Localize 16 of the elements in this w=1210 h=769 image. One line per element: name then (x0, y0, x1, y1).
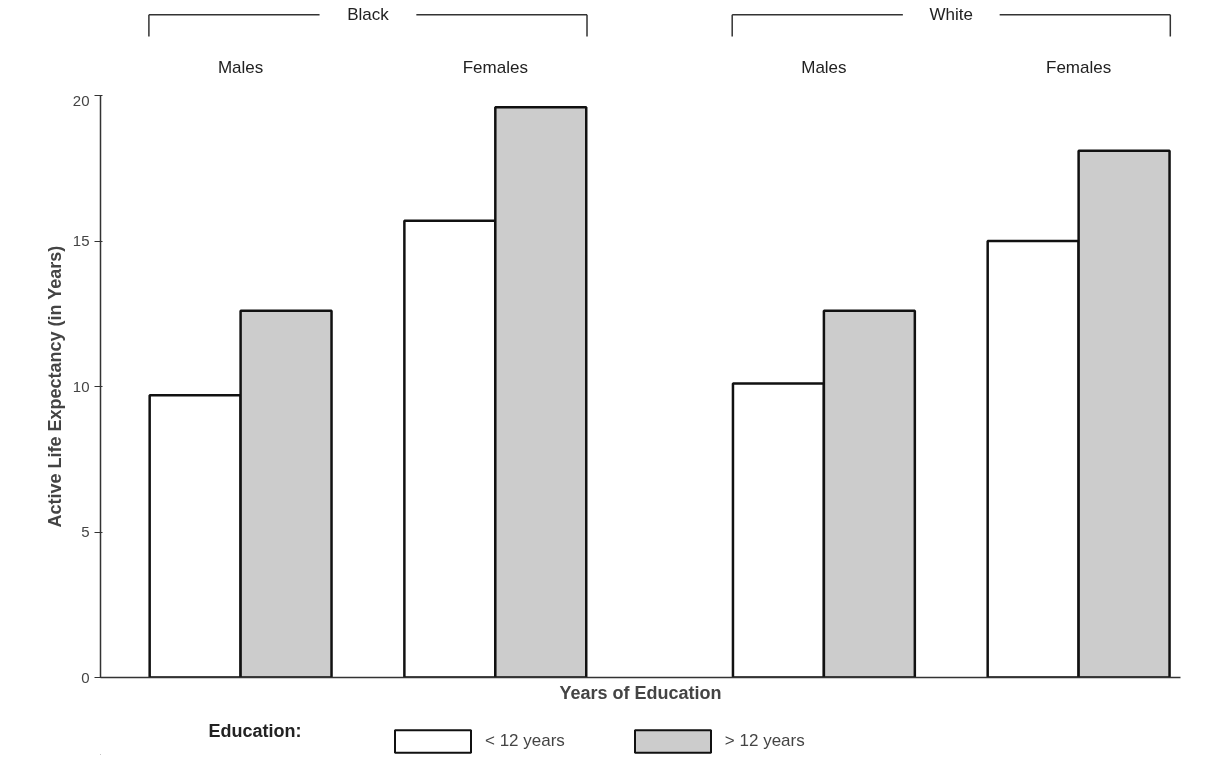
x-tick-label: Males (217, 57, 264, 77)
y-tick-label: 15 (72, 232, 90, 249)
x-tick-label: Females (1046, 57, 1112, 77)
y-axis-title: Active Life Expectancy (in Years) (44, 245, 65, 528)
y-tick-label: 20 (72, 91, 90, 109)
y-tick-label: 5 (81, 523, 90, 540)
text: White (929, 5, 973, 25)
text: Black (347, 5, 390, 25)
x-tick-label: Females (462, 57, 528, 77)
y-tick-label: 0 (81, 668, 90, 686)
y-tick-label: 10 (72, 377, 90, 395)
x-axis-title: Years of Education (559, 682, 722, 703)
legend-title: Education: (208, 720, 302, 741)
legend-label: < 12 years (485, 731, 565, 751)
legend-label: > 12 years (724, 731, 805, 751)
x-tick-label: Males (801, 57, 847, 77)
